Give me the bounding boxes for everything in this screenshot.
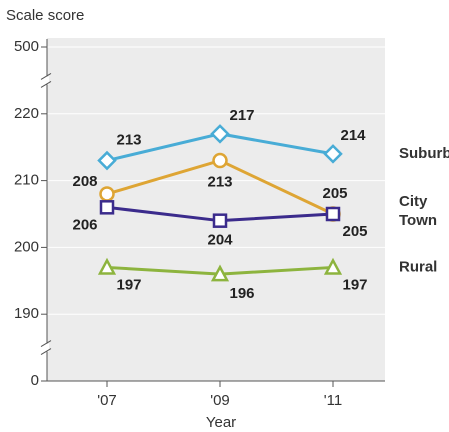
marker <box>210 264 230 282</box>
marker <box>99 186 115 202</box>
data-label: 197 <box>342 276 367 293</box>
marker <box>323 257 343 275</box>
data-label: 205 <box>322 185 347 202</box>
data-label: 208 <box>72 173 97 190</box>
axis-break-gap <box>39 343 49 352</box>
y-tick-label: 190 <box>14 305 39 322</box>
data-label: 217 <box>229 107 254 124</box>
marker <box>323 144 343 164</box>
axis-break <box>40 72 52 80</box>
data-label: 196 <box>229 285 254 302</box>
data-label: 197 <box>116 276 141 293</box>
legend-label: Rural <box>399 258 437 275</box>
legend-label: City <box>399 193 428 210</box>
axis-break <box>40 80 52 88</box>
x-axis-label: Year <box>206 414 236 431</box>
data-label: 214 <box>340 127 366 144</box>
y-tick-label: 0 <box>31 372 39 389</box>
y-tick-label: 200 <box>14 238 39 255</box>
axis-break <box>40 340 52 348</box>
y-tick-label: 500 <box>14 38 39 55</box>
data-label: 204 <box>207 232 233 249</box>
y-tick-label: 220 <box>14 105 39 122</box>
marker <box>325 206 341 222</box>
data-label: 206 <box>72 216 97 233</box>
legend-label: Suburb <box>399 145 449 162</box>
marker <box>97 257 117 275</box>
data-label: 213 <box>207 174 232 191</box>
marker <box>212 152 228 169</box>
x-tick-label: '09 <box>210 392 230 409</box>
data-label: 213 <box>116 132 141 149</box>
marker <box>97 150 117 171</box>
y-tick-label: 210 <box>14 172 39 189</box>
marker <box>99 200 115 215</box>
legend-label: Town <box>399 212 437 229</box>
x-tick-label: '11 <box>324 392 342 409</box>
marker <box>212 213 228 228</box>
axis-break <box>40 348 52 356</box>
x-tick-label: '07 <box>97 392 117 409</box>
marker <box>210 124 230 144</box>
y-axis-label: Scale score <box>6 7 84 24</box>
data-label: 205 <box>342 223 367 240</box>
axis-break-gap <box>39 76 49 85</box>
